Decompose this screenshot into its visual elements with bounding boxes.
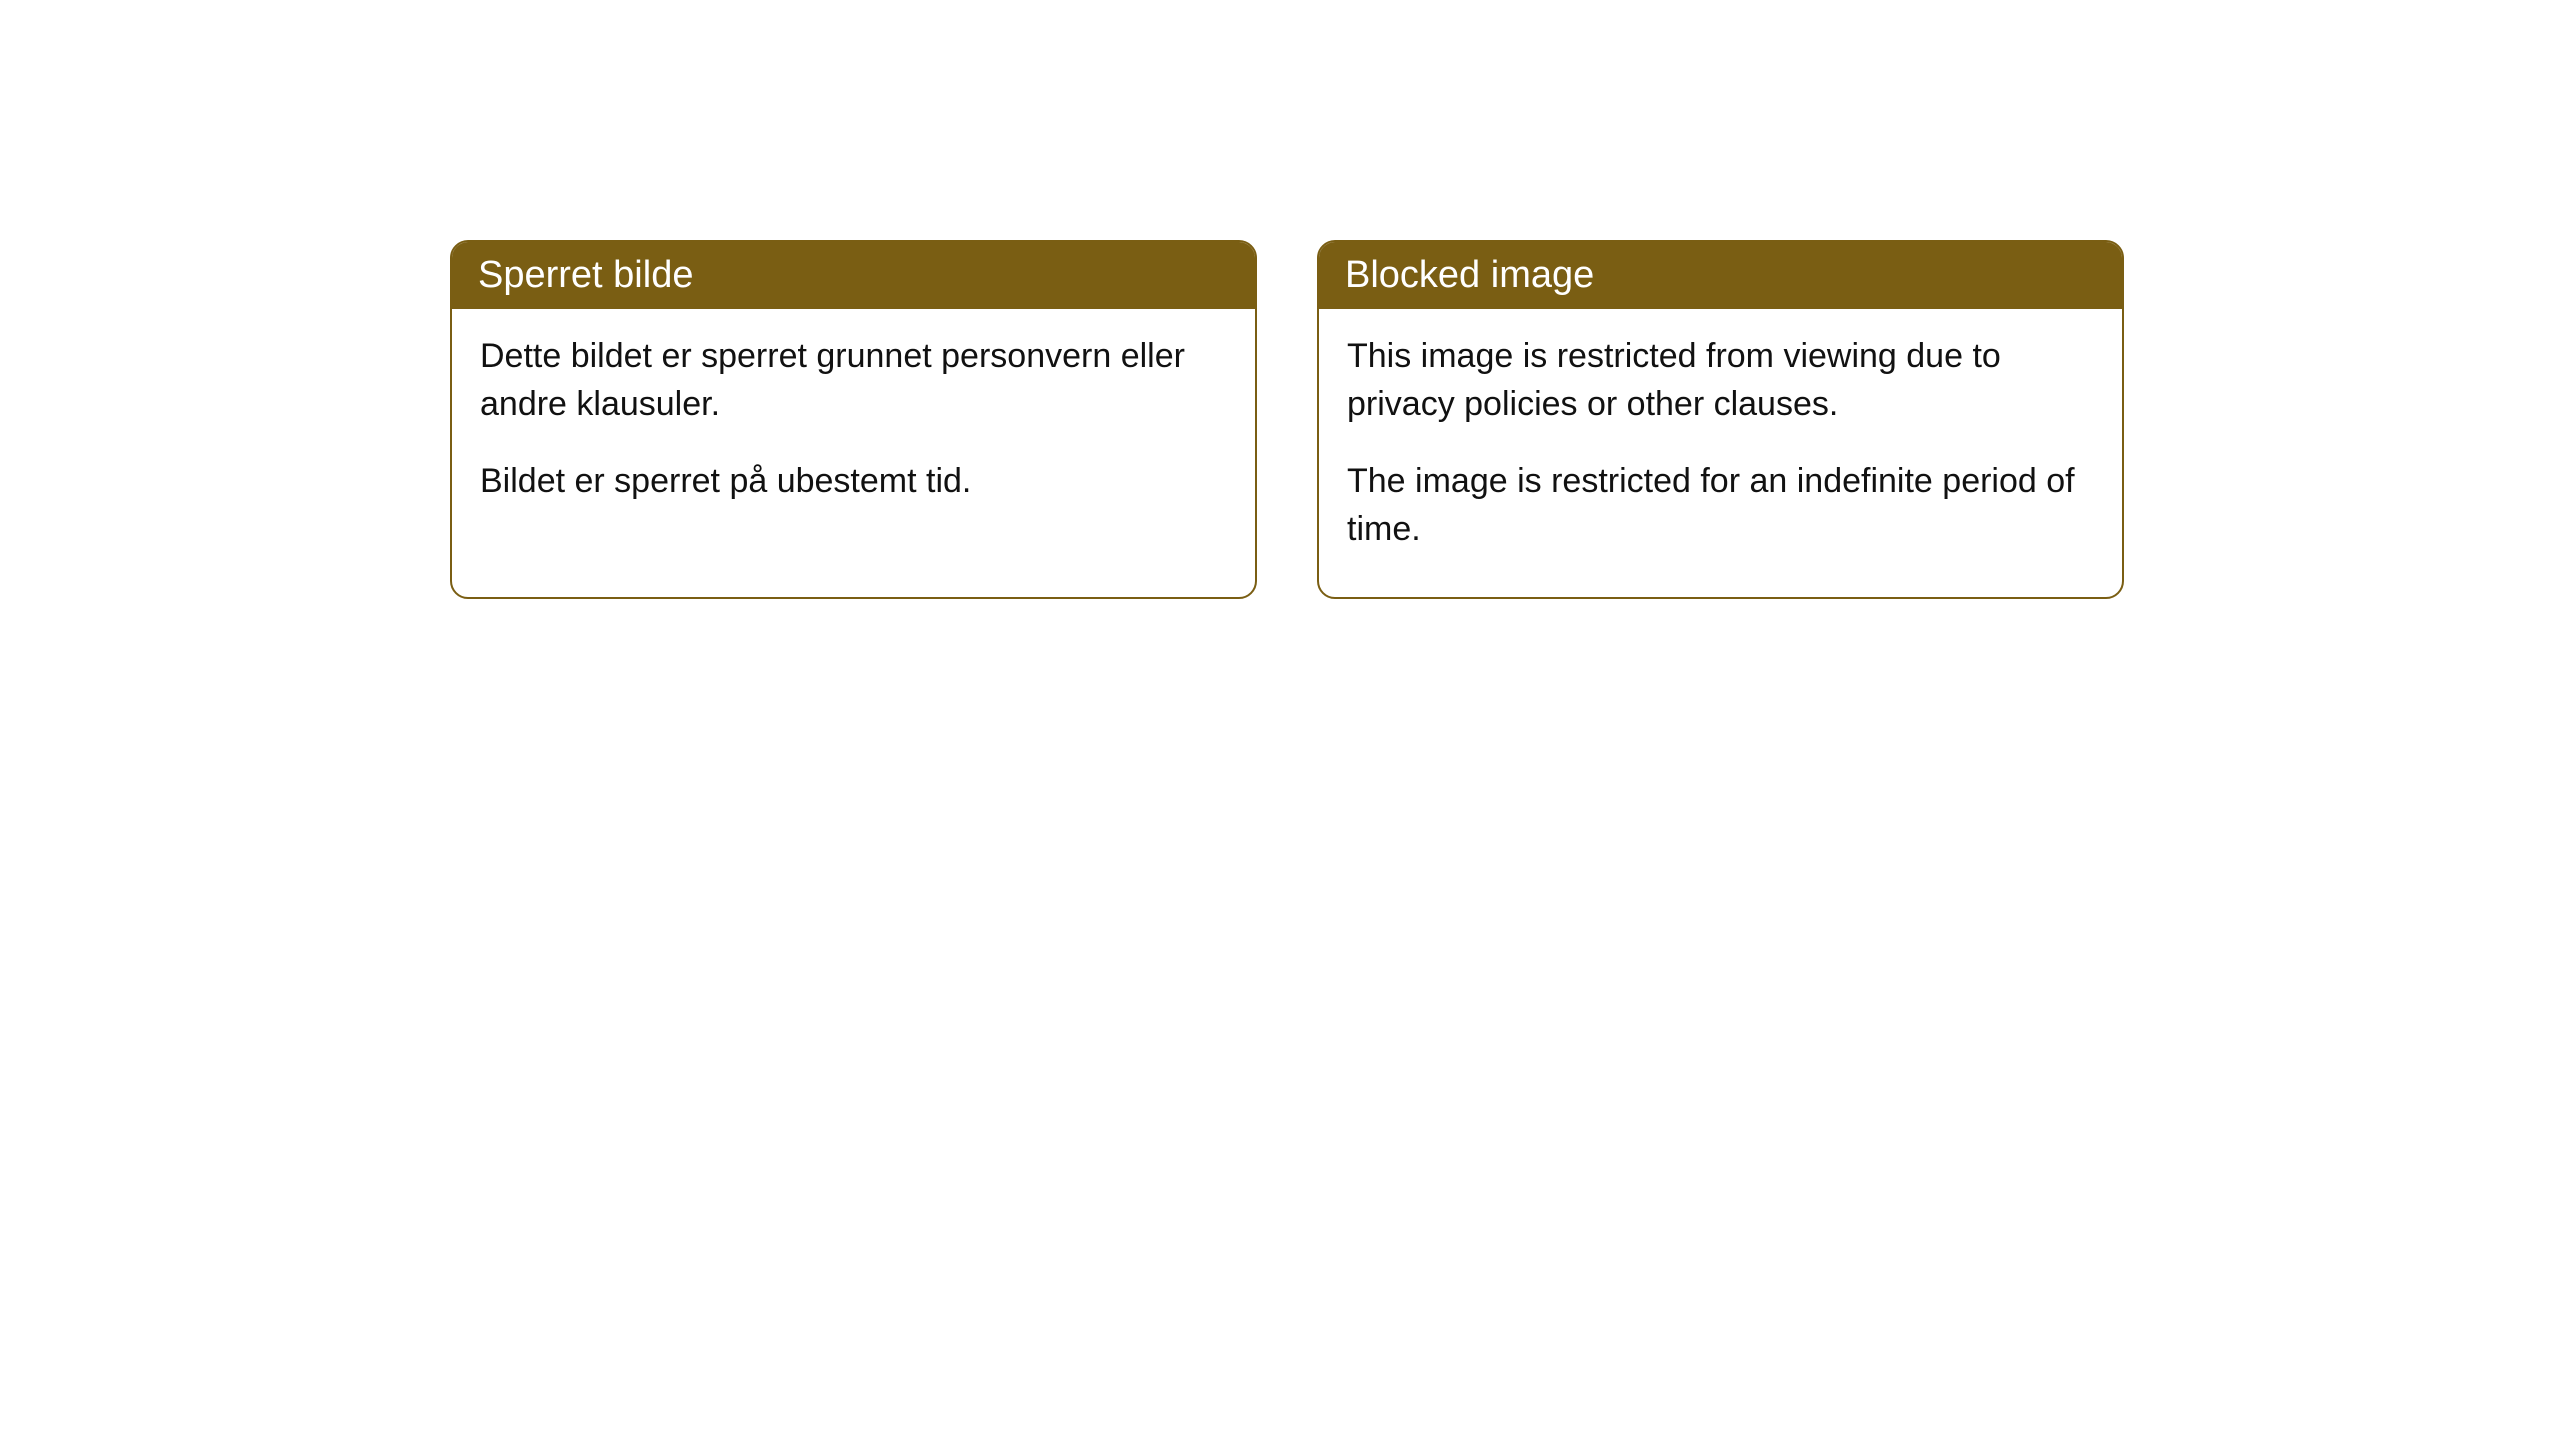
card-title: Sperret bilde: [478, 254, 693, 296]
card-body: This image is restricted from viewing du…: [1319, 309, 2122, 597]
notice-card-norwegian: Sperret bilde Dette bildet er sperret gr…: [450, 240, 1257, 599]
notice-card-english: Blocked image This image is restricted f…: [1317, 240, 2124, 599]
card-header: Blocked image: [1319, 242, 2122, 309]
card-paragraph: This image is restricted from viewing du…: [1347, 333, 2094, 428]
card-header: Sperret bilde: [452, 242, 1255, 309]
card-paragraph: Bildet er sperret på ubestemt tid.: [480, 458, 1227, 506]
notice-cards-container: Sperret bilde Dette bildet er sperret gr…: [450, 240, 2124, 599]
card-title: Blocked image: [1345, 254, 1594, 296]
card-paragraph: The image is restricted for an indefinit…: [1347, 458, 2094, 553]
card-paragraph: Dette bildet er sperret grunnet personve…: [480, 333, 1227, 428]
card-body: Dette bildet er sperret grunnet personve…: [452, 309, 1255, 550]
